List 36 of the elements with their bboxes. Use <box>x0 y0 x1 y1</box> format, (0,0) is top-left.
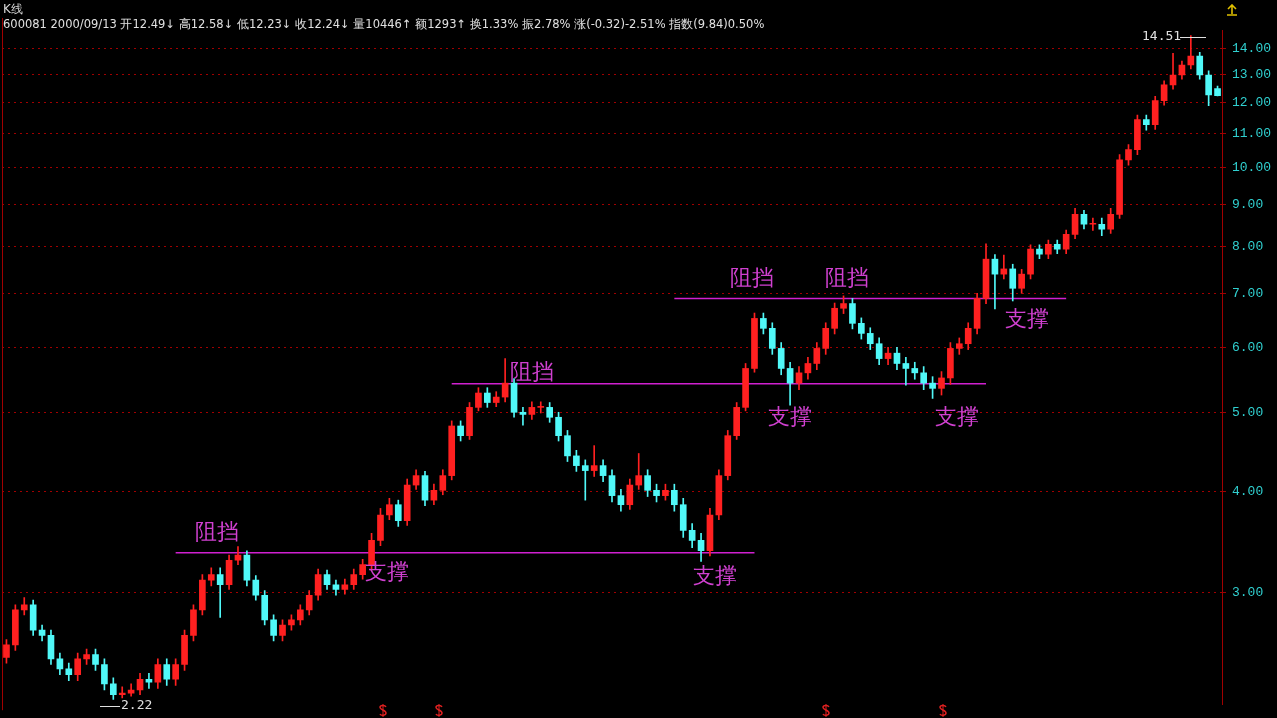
annotation: 阻挡 <box>730 264 774 290</box>
candlestick <box>519 407 527 426</box>
y-tick-label: 8.00 <box>1232 238 1264 254</box>
y-tick-label: 13.00 <box>1232 66 1272 82</box>
annotation: 支撑 <box>768 403 812 429</box>
y-tick-label: 14.00 <box>1232 40 1272 56</box>
y-tick-label: 12.00 <box>1232 95 1272 111</box>
candlestick <box>902 357 910 386</box>
candlestick <box>118 686 126 699</box>
candlestick <box>581 459 589 501</box>
annotation: 14.51 <box>1142 28 1182 44</box>
y-tick-label: 11.00 <box>1232 125 1272 141</box>
y-tick-label: 7.00 <box>1232 285 1264 301</box>
candlestick <box>145 672 153 689</box>
annotation: 阻挡 <box>510 358 554 384</box>
y-tick-label: 10.00 <box>1232 159 1272 175</box>
candlestick <box>537 401 545 414</box>
y-tick-label: 6.00 <box>1232 340 1264 356</box>
candlestick <box>216 567 224 618</box>
candlestick <box>1000 254 1008 280</box>
chart-title: K线 <box>3 1 23 18</box>
y-tick-label: 9.00 <box>1232 196 1264 212</box>
annotation: 支撑 <box>365 558 409 584</box>
chart-subtitle: 600081 2000/09/13 开12.49↓ 高12.58↓ 低12.23↓ 收12.24↓ 量10446↑ 额1293↑ 换1.33% 振2.78% 涨(-0.32)-2.51% 指数(9.84)0.50% <box>3 17 765 32</box>
y-tick-label: 4.00 <box>1232 483 1264 499</box>
y-tick-label: 5.00 <box>1232 404 1264 420</box>
annotation: 支撑 <box>1005 305 1049 331</box>
annotation: 支撑 <box>693 562 737 588</box>
candlestick <box>911 361 919 380</box>
candlestick <box>1089 217 1097 231</box>
annotation: 支撑 <box>935 403 979 429</box>
annotation: 阻挡 <box>825 264 869 290</box>
candlestick <box>590 445 598 477</box>
annotation: 阻挡 <box>195 518 239 544</box>
y-tick-label: 3.00 <box>1232 585 1264 601</box>
annotation: 2.22 <box>121 697 153 713</box>
